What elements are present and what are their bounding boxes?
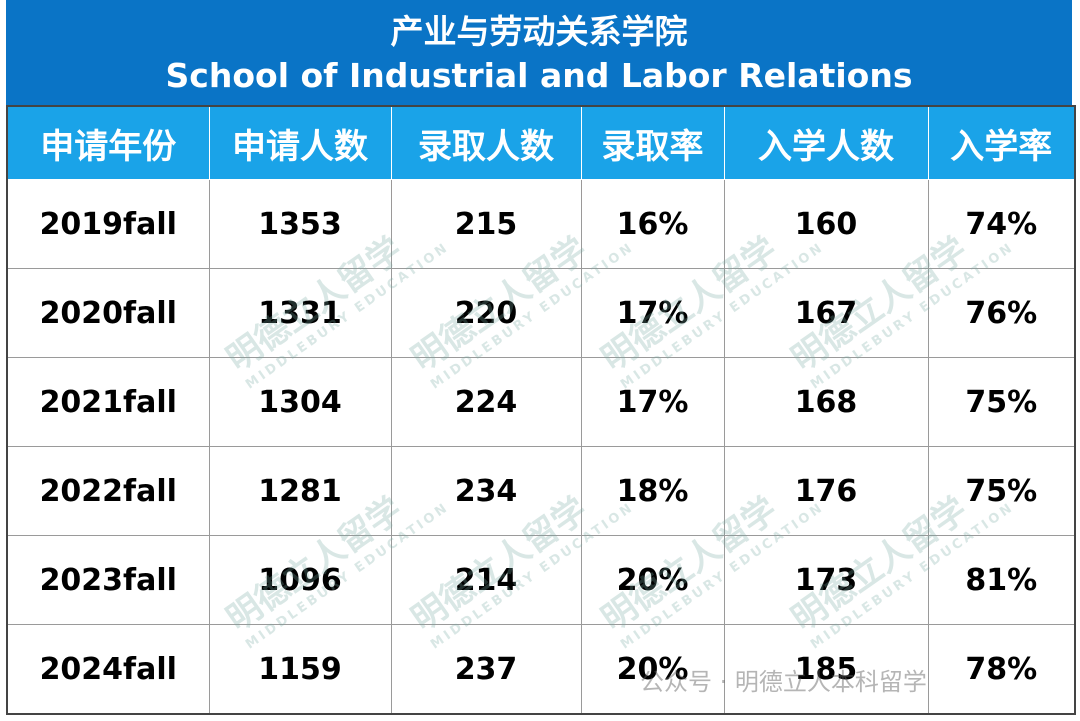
- table-cell: 160: [723, 179, 929, 269]
- table-cell: 16%: [580, 179, 725, 269]
- table-cell: 220: [390, 268, 582, 358]
- table-cell: 75%: [927, 357, 1076, 447]
- table-cell: 173: [723, 535, 929, 625]
- column-header: 入学率: [927, 105, 1076, 180]
- table-cell: 78%: [927, 624, 1076, 715]
- table-cell: 2019fall: [6, 179, 210, 269]
- table-row: 2021fall 1304 224 17% 168 75%: [6, 357, 1076, 447]
- column-header: 入学人数: [723, 105, 929, 180]
- column-header: 申请年份: [6, 105, 210, 180]
- column-header: 录取人数: [390, 105, 582, 180]
- table-cell: 2023fall: [6, 535, 210, 625]
- account-watermark: 公众号 · 明德立人本科留学: [640, 668, 927, 696]
- table-row: 2023fall 1096 214 20% 173 81%: [6, 535, 1076, 625]
- table-cell: 224: [390, 357, 582, 447]
- table-row: 2020fall 1331 220 17% 167 76%: [6, 268, 1076, 358]
- table-cell: 2020fall: [6, 268, 210, 358]
- table-cell: 17%: [580, 357, 725, 447]
- title-banner: 产业与劳动关系学院 School of Industrial and Labor…: [6, 0, 1072, 105]
- table-cell: 17%: [580, 268, 725, 358]
- table-cell: 76%: [927, 268, 1076, 358]
- table-cell: 75%: [927, 446, 1076, 536]
- table-cell: 1281: [208, 446, 392, 536]
- table-cell: 2022fall: [6, 446, 210, 536]
- table-cell: 167: [723, 268, 929, 358]
- data-table: 申请年份 申请人数 录取人数 录取率 入学人数 入学率 2019fall 1353 215 16…: [6, 105, 1076, 715]
- table-cell: 1331: [208, 268, 392, 358]
- table-row: 2019fall 1353 215 16% 160 74%: [6, 179, 1076, 269]
- table-cell: 168: [723, 357, 929, 447]
- column-header: 录取率: [580, 105, 725, 180]
- table-cell: 20%: [580, 624, 725, 715]
- table-cell: 185: [723, 624, 929, 715]
- table-cell: 1353: [208, 179, 392, 269]
- table-cell: 1304: [208, 357, 392, 447]
- table-cell: 2024fall: [6, 624, 210, 715]
- table-cell: 74%: [927, 179, 1076, 269]
- table-cell: 176: [723, 446, 929, 536]
- table-cell: 215: [390, 179, 582, 269]
- table-cell: 237: [390, 624, 582, 715]
- table-cell: 20%: [580, 535, 725, 625]
- table-cell: 2021fall: [6, 357, 210, 447]
- table-cell: 234: [390, 446, 582, 536]
- header-row: 申请年份 申请人数 录取人数 录取率 入学人数 入学率: [6, 105, 1076, 180]
- table-cell: 18%: [580, 446, 725, 536]
- table-cell: 1096: [208, 535, 392, 625]
- table-body: 2019fall 1353 215 16% 160 74% 2020fall 1331 220 1…: [6, 179, 1076, 715]
- table-cell: 81%: [927, 535, 1076, 625]
- column-header: 申请人数: [208, 105, 392, 180]
- title-cn: 产业与劳动关系学院: [390, 12, 688, 51]
- table-row: 2022fall 1281 234 18% 176 75%: [6, 446, 1076, 536]
- table-row: 2024fall 1159 237 20% 185 78%: [6, 624, 1076, 715]
- table-cell: 214: [390, 535, 582, 625]
- title-en: School of Industrial and Labor Relations: [165, 56, 913, 95]
- table-cell: 1159: [208, 624, 392, 715]
